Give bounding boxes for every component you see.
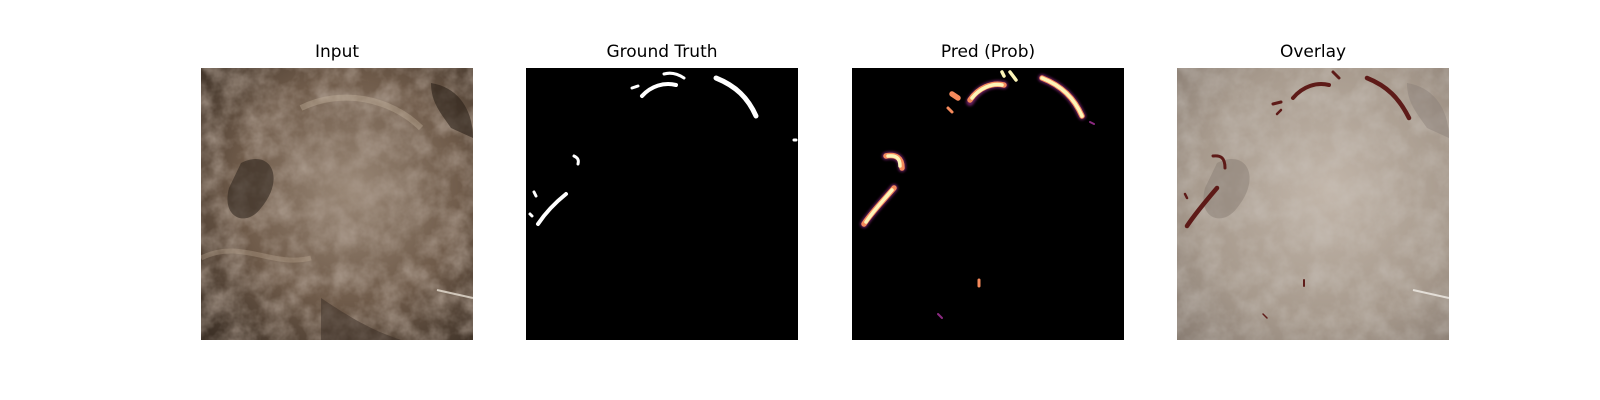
overlay-crack-left [1184, 185, 1220, 229]
overlay-crack-top-left-2 [1275, 108, 1283, 116]
gt-crack-top-mid [640, 82, 678, 98]
pred-blob-top-left [946, 106, 954, 114]
gt-crack-top-right [713, 75, 759, 119]
overlay-crack-top-left [1271, 100, 1283, 106]
pred-crack-left [864, 188, 894, 224]
pred-crack-top-tick-2 [1000, 70, 1006, 78]
pred-crack-top-mid [970, 82, 1004, 100]
gt-crack-left-bottom [528, 212, 534, 218]
ground-truth-mask [526, 68, 798, 340]
pred-crack-left-small [886, 154, 902, 168]
gt-crack-top-left [630, 84, 640, 90]
panel-title-prediction: Pred (Prob) [940, 42, 1036, 62]
gt-crack-left-small [572, 154, 580, 166]
pred-blob-right [1089, 121, 1095, 125]
gt-crack-left [536, 192, 568, 226]
panel-title-overlay: Overlay [1279, 42, 1347, 62]
overlay-crack-bottom [1262, 313, 1268, 319]
pred-crack-top-tick [1008, 70, 1018, 82]
input-image [201, 68, 473, 340]
overlay-crack-left-small [1211, 154, 1227, 170]
gt-crack-top-mid-2 [662, 71, 686, 80]
panel-title-input: Input [314, 42, 360, 62]
gt-crack-left-dot [532, 190, 538, 198]
panel-title-ground-truth: Ground Truth [606, 42, 718, 62]
pred-crack-top-right [1040, 76, 1084, 118]
overlay-image [1177, 68, 1449, 340]
overlay-crack-top-mid [1291, 82, 1331, 100]
pred-blob-bottom [937, 313, 943, 319]
overlay-crack-top-right [1364, 75, 1412, 121]
overlay-crack-left-dot [1183, 192, 1189, 200]
overlay-crack-top-mid-2 [1331, 70, 1341, 80]
prediction-probability-map [852, 68, 1124, 340]
